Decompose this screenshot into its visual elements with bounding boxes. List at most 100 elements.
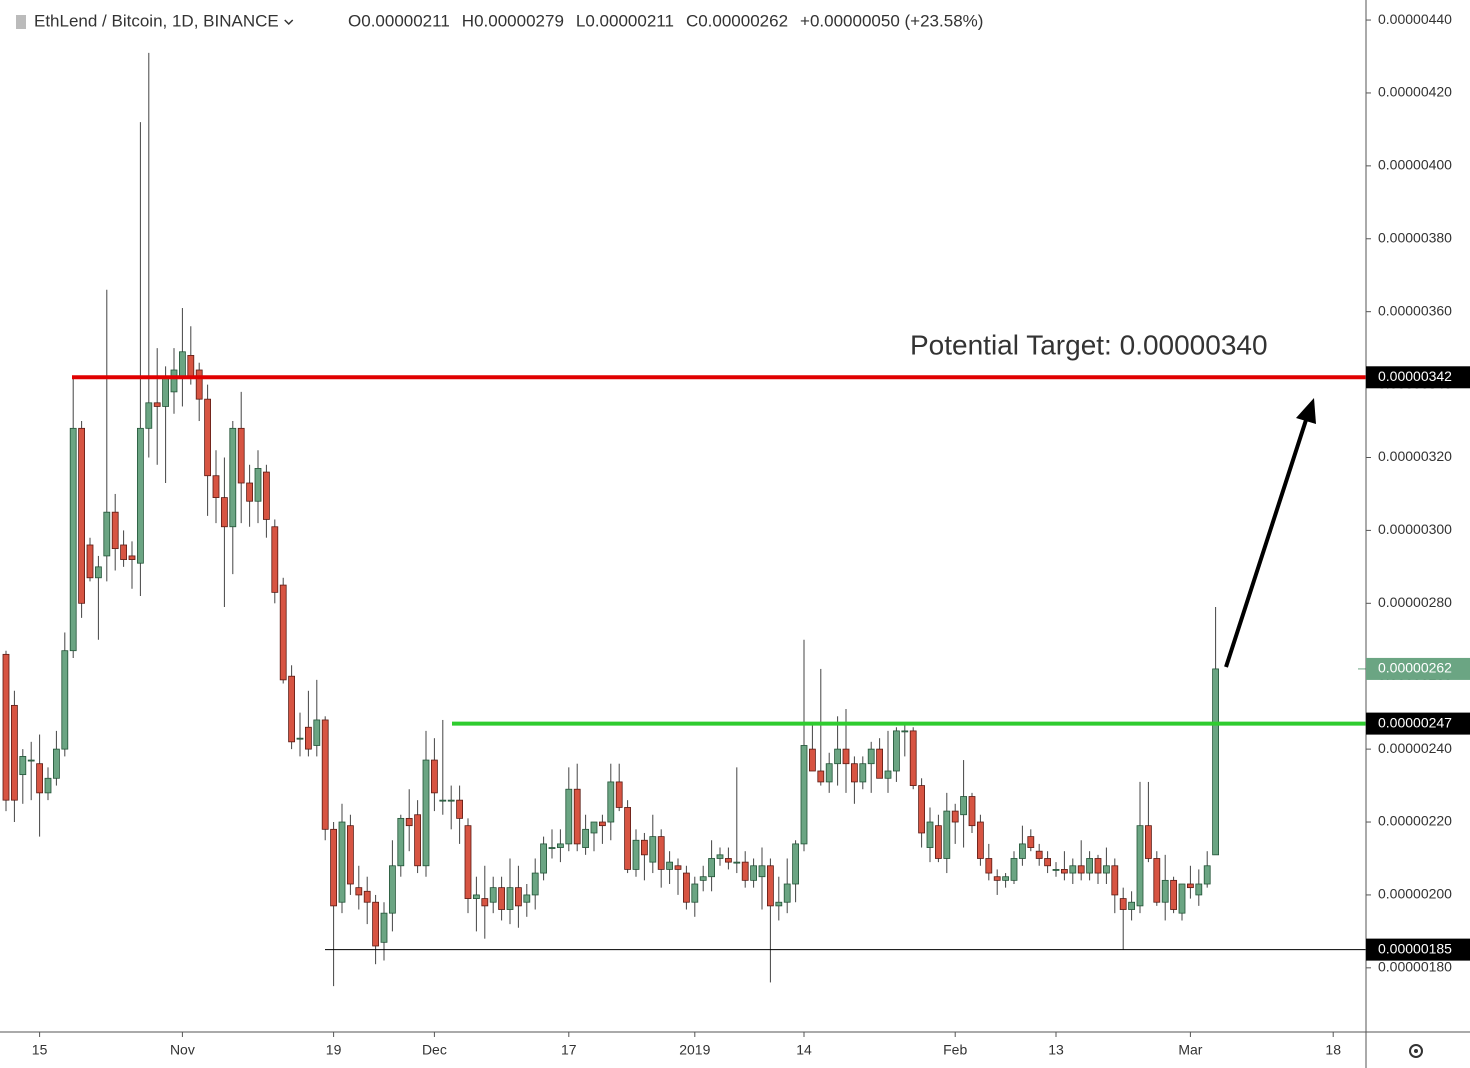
candle-body: [876, 748, 883, 779]
candle-body: [733, 861, 741, 864]
candle-body: [1027, 836, 1035, 848]
candle-body: [86, 544, 94, 579]
candle-body: [1002, 876, 1009, 881]
axes: 0.00000180 0.00000200 0.00000220 0.00000240…: [32, 11, 1470, 1058]
candle-body: [960, 796, 967, 816]
candle-body: [1086, 858, 1093, 874]
symbol-dropdown[interactable]: [284, 19, 294, 26]
candle-body: [1019, 843, 1026, 859]
candle-body: [909, 730, 917, 786]
candle-body: [1044, 858, 1051, 867]
candle-body: [792, 843, 799, 885]
candle-body: [1035, 850, 1043, 859]
candle-body: [2, 653, 10, 801]
y-tick-label: 0.00000300: [1378, 521, 1452, 537]
candle-body: [220, 497, 228, 528]
y-tick-label: 0.00000420: [1378, 84, 1452, 100]
candle-body: [489, 887, 497, 903]
candle-body: [935, 825, 942, 859]
candle-body: [296, 737, 304, 740]
candle-body: [61, 650, 69, 750]
candle-body: [170, 369, 178, 393]
y-tick-label: 0.00000220: [1378, 813, 1452, 829]
gear[interactable]: [1409, 1044, 1423, 1058]
candle-body: [985, 858, 993, 874]
candle-body: [355, 887, 363, 896]
candle-body: [817, 770, 825, 783]
candle-body: [506, 887, 514, 910]
candle-body: [666, 861, 673, 870]
candle-body: [674, 865, 682, 870]
candle-body: [78, 427, 85, 604]
candle-body: [69, 427, 77, 652]
candle-body: [44, 777, 52, 794]
arrow-shaft: [1224, 419, 1308, 668]
candle-body: [447, 799, 455, 802]
candle-body: [145, 402, 153, 429]
y-tick-label: 0.00000280: [1378, 594, 1452, 610]
x-tick-label: 15: [32, 1042, 48, 1058]
candle-body: [901, 730, 909, 733]
candle-body: [741, 861, 749, 881]
legend-change: +0.00000050 (+23.58%): [800, 11, 983, 30]
candle-body: [464, 825, 472, 899]
symbol-icon: [16, 15, 26, 29]
y-tick-label: 0.00000240: [1378, 740, 1452, 756]
symbol[interactable]: EthLend / Bitcoin, 1D, BINANCE: [34, 11, 279, 30]
candle-body: [1187, 883, 1194, 889]
candle-body: [767, 865, 774, 907]
candle-body: [1145, 825, 1152, 859]
x-tick-label: Nov: [170, 1042, 195, 1058]
candle-body: [1170, 879, 1177, 910]
level-label-box: [1366, 938, 1470, 961]
settings-icon[interactable]: [1409, 1044, 1423, 1058]
x-tick-label: Mar: [1178, 1042, 1202, 1058]
candle-body: [254, 468, 262, 502]
candle-body: [229, 427, 237, 528]
candle-body: [1119, 898, 1127, 910]
candle-body: [775, 901, 783, 907]
candle-body: [951, 810, 959, 823]
candle-body: [120, 544, 127, 560]
candle-body: [279, 584, 287, 681]
candle-body: [691, 883, 699, 903]
candle-body: [498, 887, 506, 910]
level-label: 0.00000185: [1378, 940, 1452, 956]
x-tick-label: Feb: [943, 1042, 967, 1058]
legend-label: O: [348, 11, 361, 30]
candle-body: [641, 839, 648, 856]
candle-body: [1061, 869, 1068, 874]
candle-body: [321, 719, 329, 830]
candle-body: [128, 555, 136, 560]
candle-body: [363, 890, 371, 903]
y-tick-label: 0.00000360: [1378, 302, 1452, 318]
level-label-box: [1366, 712, 1470, 735]
candle-body: [95, 566, 102, 579]
candle-body: [1178, 883, 1186, 914]
candle-body: [918, 785, 925, 834]
candle-body: [111, 511, 119, 550]
target-arrow: [1224, 398, 1316, 668]
candle-body: [313, 719, 321, 746]
candle-body: [271, 526, 279, 593]
candle-body: [1103, 865, 1110, 874]
candle-body: [540, 843, 547, 874]
candle-body: [1077, 865, 1085, 874]
legend-label: L: [576, 11, 585, 30]
candle-body: [809, 748, 816, 772]
candle-body: [624, 807, 631, 870]
y-tick-label: 0.00000440: [1378, 11, 1452, 27]
last-price-label: 0.00000262: [1378, 660, 1452, 676]
candle-body: [212, 475, 220, 498]
gear-center[interactable]: [1414, 1049, 1418, 1053]
candle-body: [1161, 879, 1169, 903]
candle-body: [346, 825, 354, 885]
level-label: 0.00000247: [1378, 714, 1452, 730]
candle-body: [153, 402, 161, 407]
x-tick-label: 18: [1325, 1042, 1341, 1058]
candle-body: [36, 763, 43, 794]
candle-body: [842, 748, 850, 765]
candle-body: [1069, 865, 1077, 874]
candle-body: [851, 763, 858, 783]
candle-body: [397, 817, 405, 867]
